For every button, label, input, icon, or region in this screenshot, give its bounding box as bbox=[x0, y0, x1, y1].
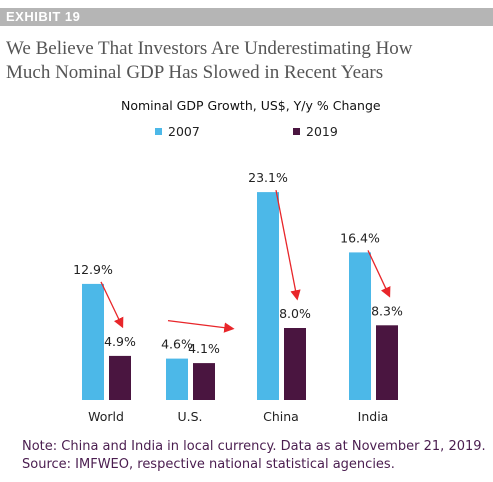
note-line: Note: China and India in local currency.… bbox=[22, 439, 486, 454]
data-label-2007-world: 12.9% bbox=[73, 262, 113, 277]
bar-2019-world bbox=[109, 355, 131, 400]
bar-2019-china bbox=[284, 328, 306, 400]
bar-2019-india bbox=[376, 325, 398, 400]
headline-line-1: We Believe That Investors Are Underestim… bbox=[6, 38, 413, 59]
data-label-2019-china: 8.0% bbox=[279, 306, 311, 321]
chart-title: Nominal GDP Growth, US$, Y/y % Change bbox=[121, 98, 381, 113]
data-label-2007-china: 23.1% bbox=[248, 170, 288, 185]
bar-2007-world bbox=[82, 283, 104, 400]
bar-2019-us bbox=[193, 363, 215, 400]
legend-swatch-2019 bbox=[293, 128, 300, 135]
x-tick-label: India bbox=[358, 409, 389, 424]
data-label-2019-india: 8.3% bbox=[371, 303, 403, 318]
x-tick-label: China bbox=[263, 409, 299, 424]
decline-arrow-world bbox=[100, 281, 124, 329]
bar-2007-us bbox=[166, 358, 188, 400]
decline-arrow-india bbox=[367, 250, 391, 298]
legend-label-2019: 2019 bbox=[306, 124, 338, 139]
data-label-2019-world: 4.9% bbox=[104, 334, 136, 349]
gdp-growth-chart: Nominal GDP Growth, US$, Y/y % Change 200… bbox=[73, 98, 403, 424]
bar-2007-china bbox=[257, 192, 279, 400]
data-label-2007-india: 16.4% bbox=[340, 230, 380, 245]
x-tick-label: U.S. bbox=[177, 409, 202, 424]
decline-arrow-us bbox=[167, 319, 235, 333]
exhibit-label: EXHIBIT 19 bbox=[6, 9, 81, 24]
source-line: Source: IMFWEO, respective national stat… bbox=[22, 457, 395, 472]
bar-2007-india bbox=[349, 252, 371, 400]
data-label-2019-us: 4.1% bbox=[188, 341, 220, 356]
x-tick-label: World bbox=[88, 409, 124, 424]
headline-line-2: Much Nominal GDP Has Slowed in Recent Ye… bbox=[6, 62, 384, 83]
data-label-2007-us: 4.6% bbox=[161, 337, 193, 352]
headline: We Believe That Investors Are Underestim… bbox=[6, 37, 486, 85]
decline-arrow-china bbox=[275, 189, 301, 301]
chart-notes: Note: China and India in local currency.… bbox=[22, 438, 486, 474]
chart-layer: Nominal GDP Growth, US$, Y/y % Change 200… bbox=[73, 98, 403, 424]
exhibit-banner: EXHIBIT 19 bbox=[0, 8, 493, 26]
legend-swatch-2007 bbox=[155, 128, 162, 135]
legend-label-2007: 2007 bbox=[168, 124, 200, 139]
